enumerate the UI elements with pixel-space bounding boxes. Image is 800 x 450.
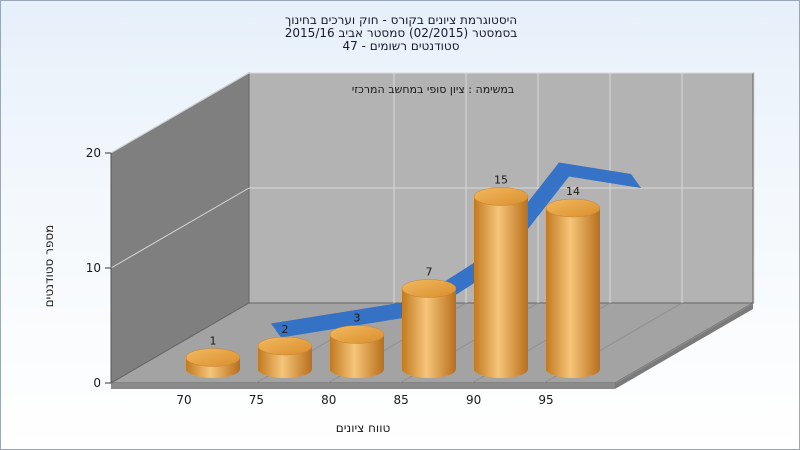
bar: 7 — [401, 266, 457, 378]
chart-registered-count: סטודנטים רשומים - 47 — [342, 39, 460, 53]
bar-top — [473, 187, 529, 206]
x-tick-label: 70 — [176, 393, 191, 407]
floor-front-edge — [111, 383, 615, 389]
bar-body — [474, 196, 528, 378]
bar: 2 — [257, 323, 313, 378]
bar-value-label: 7 — [426, 266, 433, 279]
side-gridline — [110, 187, 250, 269]
side-gridline — [110, 72, 250, 154]
bar-body — [330, 334, 384, 378]
bar-top — [545, 198, 601, 218]
chart-annotation: במשימה : ציון סופי במחשב המרכזי — [352, 83, 515, 96]
trend-ribbon-shape — [271, 162, 641, 338]
bar-top — [257, 336, 313, 356]
x-axis-label: טווח ציונים — [336, 421, 391, 435]
y-tick-label: 0 — [93, 376, 101, 390]
bar-top — [185, 348, 241, 367]
x-tick-label: 80 — [321, 393, 336, 407]
bar-top — [329, 325, 385, 344]
y-tick-label: 20 — [86, 146, 101, 160]
x-tick-label: 95 — [538, 393, 553, 407]
y-axis-label: מספר סטודנטים — [42, 225, 56, 308]
chart-title: היסטוגרמת ציונים בקורס - חוק וערכים בחינ… — [284, 13, 518, 27]
floor-right-edge — [615, 303, 753, 389]
bar-top — [401, 279, 457, 298]
floor-gridline — [615, 302, 755, 384]
bar: 15 — [473, 174, 529, 378]
bar: 14 — [545, 185, 601, 378]
y-axis: 0 10 20 — [86, 146, 112, 390]
x-tick-label: 75 — [249, 393, 264, 407]
y-tick-label: 10 — [86, 261, 101, 275]
x-axis: 70 75 80 85 90 95 — [176, 393, 553, 407]
x-tick-label: 90 — [466, 393, 481, 407]
bar-body — [546, 208, 600, 378]
bar-value-label: 14 — [566, 185, 580, 198]
x-tick-label: 85 — [394, 393, 409, 407]
bar-body — [402, 288, 456, 378]
bar-value-label: 15 — [494, 174, 508, 187]
bar-value-label: 1 — [210, 335, 217, 348]
chart-subtitle: בסמסטר (02/2015) סמסטר אביב 2015/16 — [284, 26, 518, 40]
bar: 3 — [329, 312, 385, 378]
bar-value-label: 2 — [282, 323, 289, 336]
bars-group: 1 2 3 7 15 14 — [185, 174, 601, 378]
trend-ribbon — [271, 162, 641, 338]
bar-value-label: 3 — [354, 312, 361, 325]
bar: 1 — [185, 335, 241, 378]
